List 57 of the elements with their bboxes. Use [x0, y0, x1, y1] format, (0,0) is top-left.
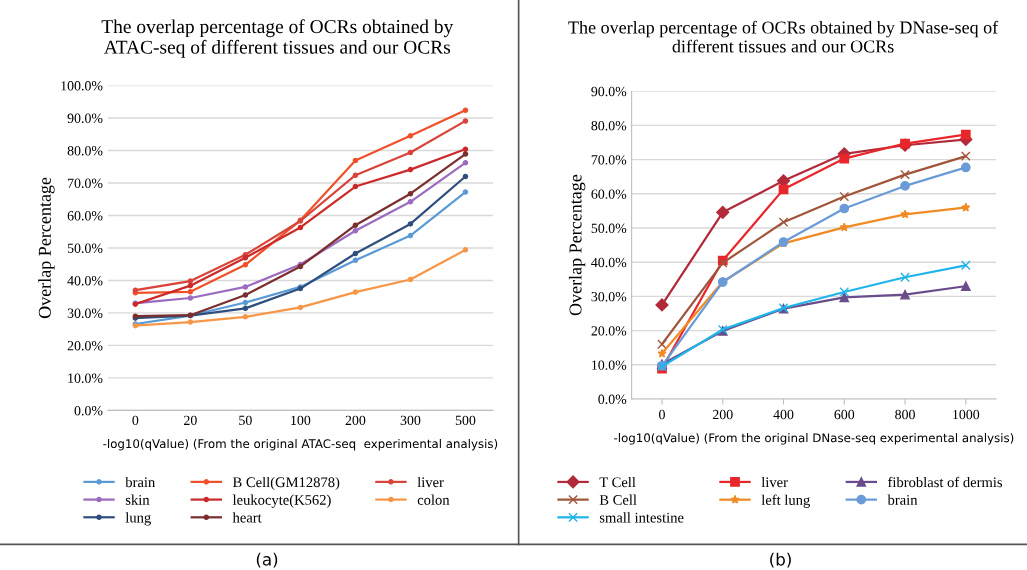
- x-tick-label: 200: [345, 415, 366, 426]
- x-tick-label: 0: [659, 409, 665, 420]
- y-tick-label: 10.0%: [68, 373, 103, 383]
- y-axis-title: Overlap Percentage: [568, 174, 586, 316]
- x-axis-title: -log10(qValue) (From the original DNase-seq experimental analysis): [614, 433, 1014, 445]
- x-tick-label: 600: [834, 409, 855, 420]
- x-tick-label: 500: [455, 415, 476, 426]
- x-tick-label: 400: [773, 409, 794, 420]
- legend-label: brain: [125, 476, 156, 488]
- legend-label: left lung: [761, 494, 810, 508]
- x-axis-title: -log10(qValue) (From the original ATAC-seq experimental analysis): [103, 438, 498, 451]
- legend-label: heart: [232, 512, 262, 523]
- y-tick-label: 50.0%: [67, 243, 103, 253]
- legend-label: fibroblast of dermis: [888, 476, 1003, 488]
- x-tick-label: 50: [239, 415, 252, 426]
- legend-label: liver: [761, 476, 788, 488]
- x-tick-label: 1000: [953, 409, 980, 420]
- y-tick-label: 90.0%: [591, 86, 627, 97]
- y-tick-label: 20.0%: [591, 326, 627, 336]
- y-tick-label: 30.0%: [591, 291, 627, 302]
- x-tick-label: 0: [132, 415, 139, 426]
- text: (a): [256, 552, 278, 568]
- x-tick-label: 20: [184, 415, 197, 426]
- text: (b): [770, 552, 791, 568]
- y-tick-label: 30.0%: [67, 308, 103, 318]
- legend-label: brain: [887, 494, 918, 505]
- legend-label: small intestine: [599, 512, 684, 523]
- y-tick-label: 0.0%: [598, 394, 627, 405]
- legend-label: T Cell: [599, 476, 636, 488]
- chart-title: The overlap percentage of OCRs obtained by ATAC-seq of different tissues and our OCRs: [101, 19, 454, 58]
- x-tick-label: 800: [895, 409, 915, 420]
- legend-label: liver: [417, 476, 444, 488]
- legend-label: lung: [125, 512, 151, 526]
- x-tick-label: 300: [400, 415, 421, 426]
- legend-label: B Cell: [599, 494, 637, 505]
- legend-label: leukocyte(K562): [232, 494, 331, 508]
- x-tick-label: 100: [291, 415, 311, 426]
- chart-title: The overlap percentage of OCRs obtained by DNase-seq of different tissues and our OCRs: [568, 20, 999, 53]
- y-tick-label: 0.0%: [74, 405, 103, 416]
- y-tick-label: 50.0%: [591, 223, 627, 234]
- y-tick-label: 40.0%: [67, 276, 103, 286]
- y-tick-label: 10.0%: [592, 360, 627, 370]
- x-tick-label: 200: [712, 409, 733, 420]
- y-tick-label: 60.0%: [67, 211, 103, 221]
- legend-label: colon: [417, 494, 450, 505]
- y-tick-label: 40.0%: [591, 257, 627, 268]
- y-tick-label: 70.0%: [591, 155, 627, 165]
- y-tick-label: 90.0%: [67, 113, 103, 124]
- y-tick-label: 20.0%: [67, 341, 103, 351]
- y-tick-label: 60.0%: [591, 189, 627, 199]
- legend-label: B Cell(GM12878): [232, 476, 340, 491]
- y-tick-label: 80.0%: [67, 146, 103, 156]
- y-tick-label: 70.0%: [68, 178, 103, 188]
- y-tick-label: 80.0%: [591, 120, 627, 131]
- y-tick-label: 100.0%: [61, 81, 103, 91]
- y-axis-title: Overlap Percentage: [38, 177, 55, 319]
- legend-label: skin: [125, 494, 150, 505]
